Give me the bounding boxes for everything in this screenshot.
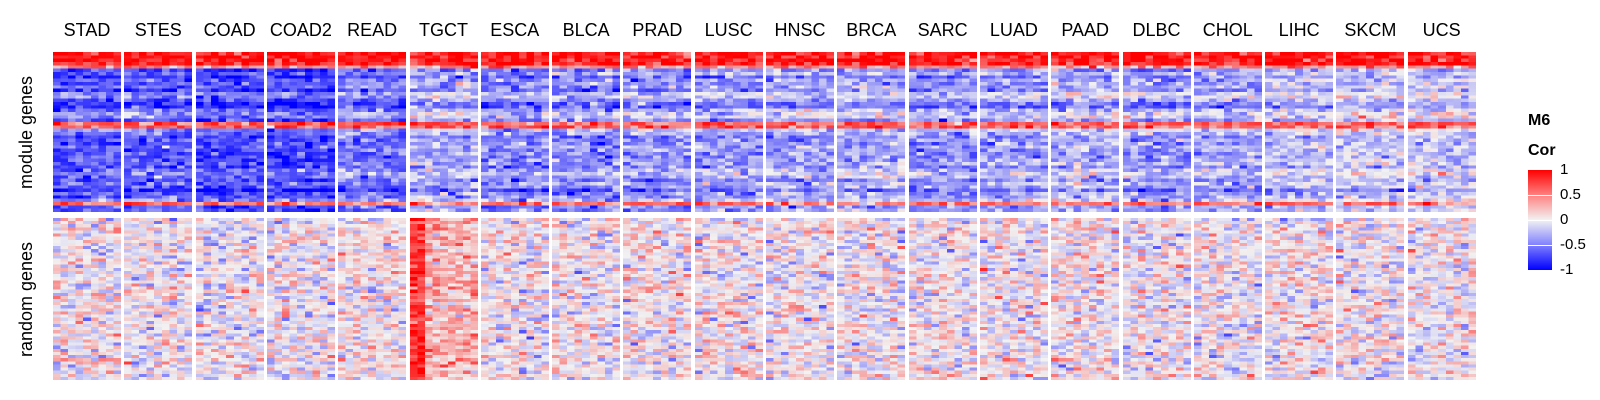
module-panel-tgct [409, 52, 478, 212]
legend-tick-label: 0.5 [1560, 186, 1581, 203]
module-panel-dlbc [1122, 52, 1191, 212]
module-panel-paad [1051, 52, 1120, 212]
random-panel-tgct [409, 218, 478, 380]
legend-title-module: M6 [1528, 112, 1551, 129]
module-panel-sarc [908, 52, 977, 212]
column-label-coad: COAD [203, 20, 256, 40]
column-label-stes: STES [134, 20, 182, 40]
module-panel-stes [124, 52, 193, 212]
column-label-prad: PRAD [632, 20, 683, 40]
module-panel-luad [979, 52, 1048, 212]
module-panel-brca [837, 52, 906, 212]
random-panel-blca [552, 218, 621, 380]
random-panel-coad2 [266, 218, 335, 380]
random-panel-stes [124, 218, 193, 380]
column-label-tgct: TGCT [419, 20, 468, 40]
random-panel-read [338, 218, 407, 380]
legend-tick-label: -1 [1560, 261, 1574, 278]
column-label-lusc: LUSC [704, 20, 753, 40]
legend-title-cor: Cor [1528, 142, 1556, 159]
random-panel-dlbc [1122, 218, 1191, 380]
legend-tick-mark [1528, 245, 1552, 246]
random-panel-chol [1193, 218, 1262, 380]
random-panel-brca [837, 218, 906, 380]
module-panel-lusc [694, 52, 763, 212]
legend-tick-label: -0.5 [1560, 236, 1586, 253]
column-label-ucs: UCS [1422, 20, 1461, 40]
random-panel-lusc [694, 218, 763, 380]
random-panel-luad [979, 218, 1048, 380]
column-label-stad: STAD [63, 20, 111, 40]
legend-tick-label: 0 [1560, 211, 1569, 228]
random-panel-prad [623, 218, 692, 380]
row-label-random-genes: random genes [15, 241, 36, 357]
column-label-dlbc: DLBC [1132, 20, 1181, 40]
random-panel-coad [195, 218, 264, 380]
row-label-module-genes: module genes [15, 75, 36, 189]
column-label-skcm: SKCM [1344, 20, 1397, 40]
column-label-chol: CHOL [1202, 20, 1253, 40]
module-panel-skcm [1336, 52, 1405, 212]
module-panel-esca [480, 52, 549, 212]
random-panel-esca [480, 218, 549, 380]
random-panel-hnsc [766, 218, 834, 380]
random-panel-paad [1051, 218, 1120, 380]
column-label-esca: ESCA [490, 20, 540, 40]
color-legend: M6 Cor 1 0.5 0 -0.5 -1 [1528, 112, 1598, 292]
module-panel-ucs [1407, 52, 1476, 212]
module-panel-prad [623, 52, 692, 212]
module-panel-blca [552, 52, 621, 212]
column-label-lihc: LIHC [1278, 20, 1320, 40]
random-panel-ucs [1407, 218, 1476, 380]
module-panel-chol [1193, 52, 1262, 212]
column-label-hnsc: HNSC [774, 20, 826, 40]
legend-tick-mark [1528, 195, 1552, 196]
module-panel-stad [53, 52, 121, 212]
module-panel-coad2 [266, 52, 335, 212]
random-panel-stad [53, 218, 121, 380]
column-label-read: READ [347, 20, 398, 40]
random-panel-sarc [908, 218, 977, 380]
legend-tick-label: 1 [1560, 161, 1569, 178]
module-panel-hnsc [766, 52, 834, 212]
column-label-coad2: COAD2 [269, 20, 332, 40]
column-label-paad: PAAD [1061, 20, 1110, 40]
column-label-luad: LUAD [989, 20, 1038, 40]
module-panel-lihc [1265, 52, 1334, 212]
random-panel-skcm [1336, 218, 1405, 380]
module-panel-coad [195, 52, 264, 212]
column-label-sarc: SARC [917, 20, 968, 40]
column-label-blca: BLCA [562, 20, 610, 40]
random-panel-lihc [1265, 218, 1334, 380]
legend-tick-mark [1528, 220, 1552, 221]
module-panel-read [338, 52, 407, 212]
column-label-brca: BRCA [846, 20, 897, 40]
